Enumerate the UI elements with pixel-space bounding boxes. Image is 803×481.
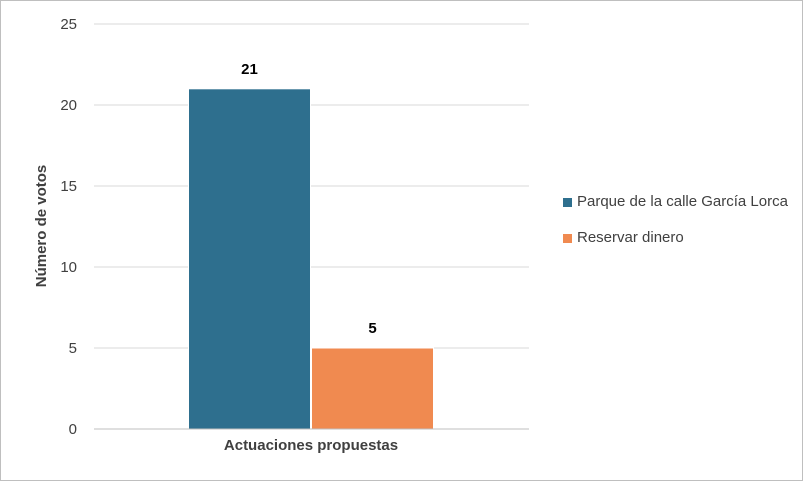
y-tick-label: 0 <box>69 421 77 438</box>
data-label-0: 21 <box>241 61 258 78</box>
x-category-label: Actuaciones propuestas <box>224 437 398 454</box>
data-labels: 21 5 <box>241 61 377 337</box>
legend-swatch-reservar <box>563 234 572 243</box>
y-tick-label: 5 <box>69 340 77 357</box>
y-tick-labels: 0 5 10 15 20 25 <box>60 16 77 438</box>
legend-item-parque: Parque de la calle García Lorca <box>563 191 795 213</box>
legend-label-parque: Parque de la calle García Lorca <box>577 193 788 210</box>
bars <box>188 88 434 430</box>
y-tick-label: 10 <box>60 259 77 276</box>
data-label-1: 5 <box>368 320 376 337</box>
y-tick-label: 25 <box>60 16 77 33</box>
y-tick-label: 15 <box>60 178 77 195</box>
bar-0 <box>188 88 311 430</box>
gridlines <box>94 23 529 349</box>
legend-label-reservar: Reservar dinero <box>577 229 684 246</box>
bar-1 <box>311 347 434 430</box>
y-axis-title: Número de votos <box>33 165 50 288</box>
y-tick-label: 20 <box>60 97 77 114</box>
legend-swatch-parque <box>563 198 572 207</box>
legend-item-reservar: Reservar dinero <box>563 227 795 249</box>
legend: Parque de la calle García Lorca Reservar… <box>563 191 795 263</box>
